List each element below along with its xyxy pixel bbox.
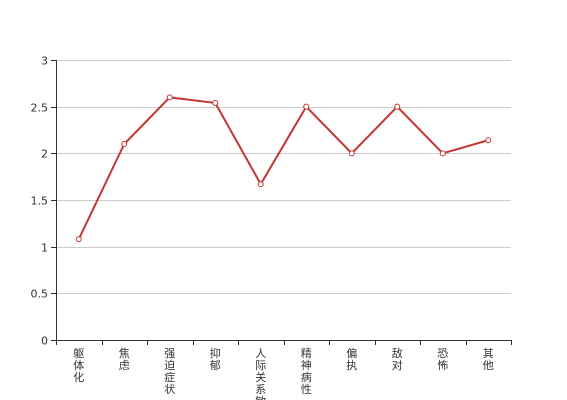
x-tick-label: 精神病性 [301,347,312,396]
data-point[interactable] [75,236,82,243]
x-tick-label: 敌对 [392,346,403,372]
y-tick-label: 0.5 [31,288,49,301]
y-tick-label: 0 [41,335,48,348]
x-tick-label: 偏执 [346,346,357,372]
data-point[interactable] [303,103,310,110]
y-tick-label: 2.5 [31,102,49,115]
data-point[interactable] [212,99,219,106]
axes [51,60,512,345]
data-point[interactable] [257,181,264,188]
data-point[interactable] [121,141,128,147]
x-tick-label: 恐怖 [437,347,448,372]
data-point[interactable] [439,150,446,157]
series-line [77,96,489,240]
x-tick-label: 强迫症状 [164,347,175,396]
x-tick-label: 其他 [483,347,494,372]
x-tick-label: 人际关系敏感 [255,347,266,400]
y-tick-label: 1 [41,242,48,255]
data-point[interactable] [394,103,401,110]
data-point[interactable] [348,150,355,157]
series [75,94,492,243]
x-tick-label: 抑郁 [210,346,221,372]
data-point[interactable] [166,94,173,101]
y-tick-label: 1.5 [31,195,49,208]
x-tick-label: 焦虑 [119,347,130,372]
data-point[interactable] [485,137,492,144]
y-tick-label: 3 [41,55,48,68]
x-tick-label: 躯体化 [73,347,84,384]
y-tick-label: 2 [41,148,48,161]
grid-lines [56,60,511,294]
axis-labels: 0 0.5 1 1.5 2 2.5 3 躯体化 焦虑 强迫症状 抑郁 人际关系敏感 精神病性 偏执 敌对 恐怖… [31,55,494,400]
